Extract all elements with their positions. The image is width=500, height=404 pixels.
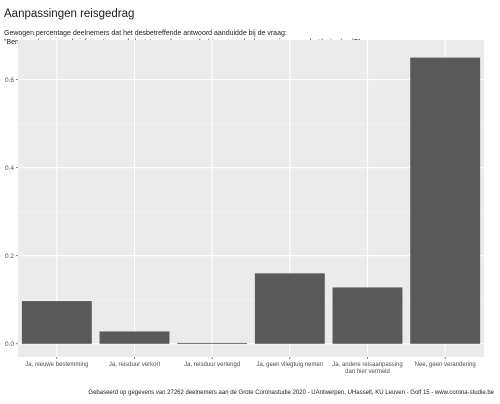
y-tick-label: 0.4 [5, 165, 14, 172]
chart-caption: Gebaseerd op gegevens van 27262 deelneme… [88, 390, 494, 396]
bar [254, 273, 325, 344]
y-tick-label: 0.2 [5, 253, 14, 260]
y-tick-label: 0.6 [5, 77, 14, 84]
y-tick-label: 0.0 [5, 341, 14, 348]
bar [332, 287, 403, 344]
bar [99, 331, 170, 344]
bar [177, 342, 248, 344]
x-tick-label: Ja, reisduur verlengd [184, 362, 240, 368]
chart-title: Aanpassingen reisgedrag [4, 8, 135, 20]
bar [410, 57, 481, 344]
x-tick-label: Nee, geen verandering [415, 362, 476, 368]
plot-panel [18, 40, 484, 357]
bar [21, 301, 92, 344]
x-tick-label: Ja, nieuwe bestemming [25, 362, 88, 368]
x-tick-label: dan hier vermeld [345, 369, 390, 375]
subtitle-line: Gewogen percentage deelnemers dat het de… [4, 30, 287, 37]
x-tick-label: Ja, reisduur verkort [109, 362, 161, 368]
x-tick-label: Ja, andere reisaanpassing [332, 362, 402, 368]
x-tick-label: Ja, geen vliegtuig nemen [256, 362, 323, 368]
